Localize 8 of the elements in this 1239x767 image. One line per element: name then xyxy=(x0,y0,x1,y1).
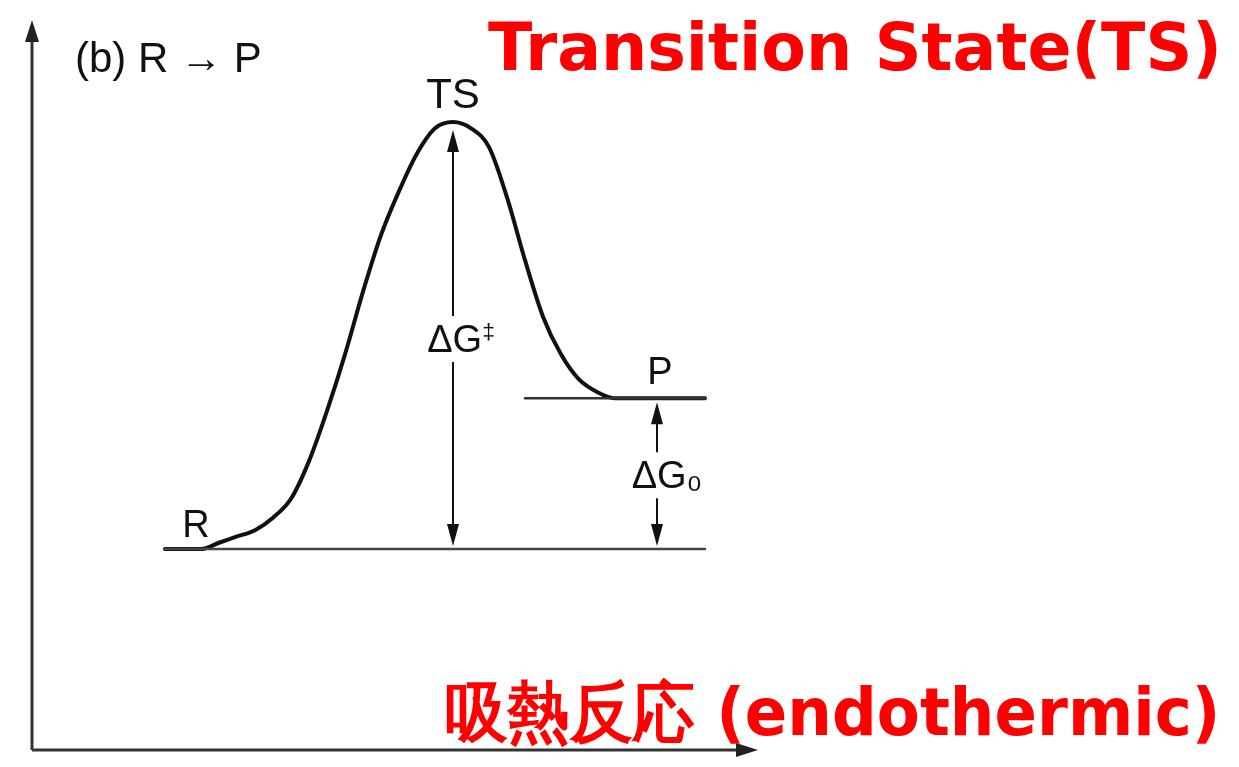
annotation: 吸熱反応 (endothermic) xyxy=(445,673,1221,751)
series-label: R xyxy=(182,503,210,546)
series-label: P xyxy=(647,350,673,393)
annotation: ΔG₀ xyxy=(631,454,703,497)
annotation: ΔG$^{‡}$ xyxy=(427,318,495,361)
text: Transition State(TS) xyxy=(488,8,1222,86)
text: TS xyxy=(426,70,480,117)
chart-title: (b) R → P xyxy=(75,34,262,81)
